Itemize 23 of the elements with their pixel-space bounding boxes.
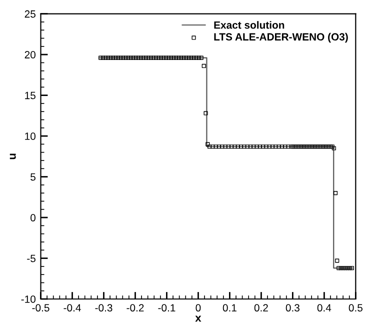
x-tick-label: 0.1: [222, 304, 236, 312]
x-tick-label: 0.5: [348, 304, 362, 312]
x-tick-label: 0.4: [317, 304, 332, 312]
x-tick-label: -0.5: [32, 304, 50, 312]
legend-label: Exact solution: [214, 21, 284, 29]
y-tick-label: -10: [21, 296, 36, 303]
y-tick-label: 15: [25, 92, 36, 100]
legend-label: LTS ALE-ADER-WENO (O3): [214, 32, 348, 43]
x-tick-label: 0.3: [286, 304, 300, 312]
y-tick-label: -5: [27, 254, 36, 262]
y-tick-label: 10: [25, 132, 36, 140]
y-tick-label: 20: [24, 51, 36, 58]
y-tick-label: 25: [24, 10, 36, 18]
y-tick-label: 0: [30, 214, 36, 222]
x-tick-label: -0.4: [64, 304, 81, 312]
x-tick-label: -0.3: [95, 304, 112, 312]
y-axis-title: u: [10, 154, 16, 160]
x-tick-label: -0.1: [158, 304, 176, 312]
x-tick-label: 0.2: [254, 304, 268, 312]
y-tick-label: 5: [30, 173, 36, 181]
x-tick-label: -0.2: [126, 304, 144, 312]
x-axis-title: x: [195, 316, 202, 322]
x-tick-label: 0: [196, 304, 201, 312]
